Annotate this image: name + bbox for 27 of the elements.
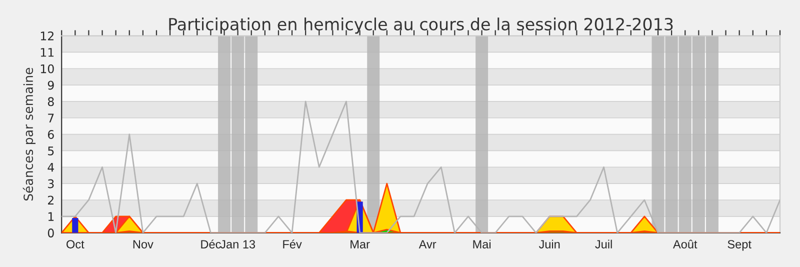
x-tick-label: Nov — [133, 240, 154, 248]
x-tick-label: Déc — [201, 240, 221, 248]
y-tick-label: 9 — [48, 80, 54, 90]
y-tick-label: 2 — [48, 196, 54, 204]
y-tick-label: 12 — [40, 32, 54, 40]
x-tick-label: Fév — [283, 240, 302, 248]
x-tick-label: Juil — [595, 240, 612, 248]
y-tick-label: 6 — [48, 130, 54, 139]
chart-title: Participation en hemicycle au cours de la session 2012-2013 — [169, 18, 673, 34]
x-tick-label: Août — [673, 240, 698, 248]
y-tick-label: 3 — [48, 179, 54, 188]
y-tick-label: 11 — [40, 48, 54, 57]
y-tick-label: 10 — [40, 64, 54, 74]
x-tick-label: Mar — [350, 240, 370, 248]
x-tick-label: Sept — [728, 240, 752, 251]
x-tick-label: Juin — [538, 240, 560, 248]
y-tick-label: 8 — [48, 97, 54, 106]
y-tick-label: 1 — [48, 212, 54, 221]
y-tick-label: 5 — [48, 146, 54, 156]
y-tick-label: 4 — [48, 163, 54, 172]
x-tick-label: Oct — [66, 240, 84, 248]
y-axis-title: Séances par semaine — [22, 68, 36, 201]
x-tick-label: Avr — [418, 240, 436, 248]
y-tick-label: 7 — [48, 114, 54, 122]
x-tick-label: Mai — [473, 240, 491, 248]
x-tick-label: Jan 13 — [220, 240, 256, 248]
y-tick-label: 0 — [48, 228, 54, 238]
